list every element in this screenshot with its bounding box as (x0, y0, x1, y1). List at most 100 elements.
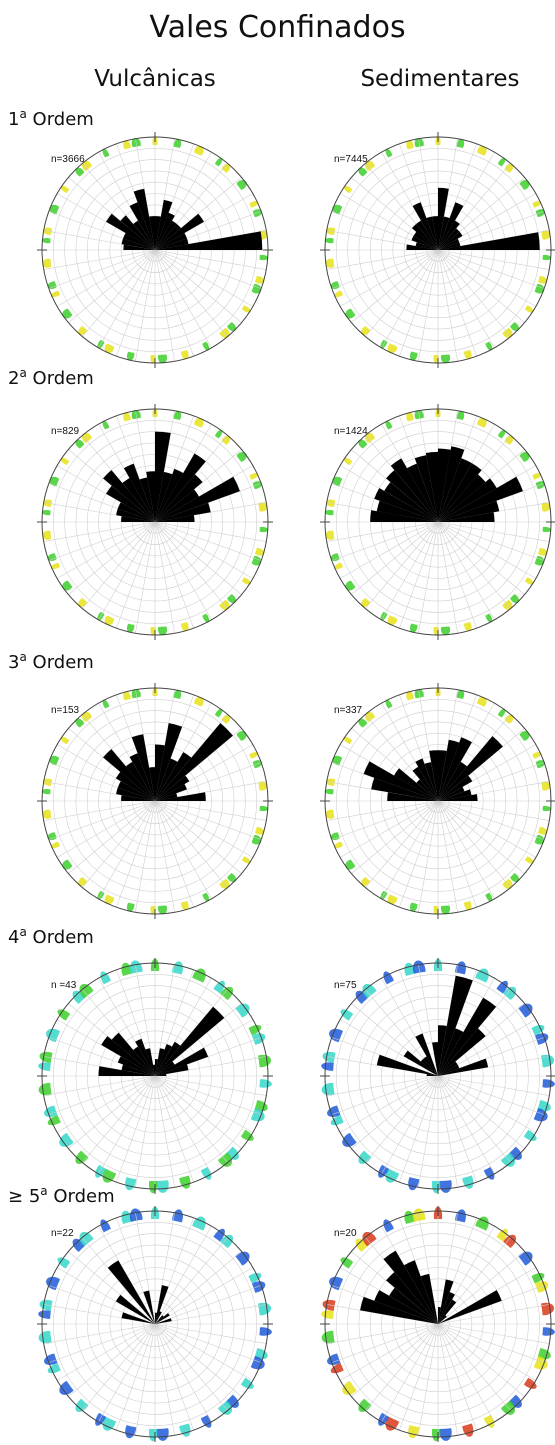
rose-petal (438, 463, 482, 522)
rose-petal (438, 775, 473, 801)
grid-spoke (351, 249, 439, 323)
grid-spoke (154, 1212, 175, 1325)
grid-spoke (437, 800, 545, 840)
grid-spoke (437, 1075, 525, 1149)
rose-petal (125, 761, 155, 801)
rose-petals (106, 188, 263, 250)
rose-petal (438, 1025, 447, 1076)
rose-chart-3-sedimentares: n=337 (320, 683, 555, 919)
grid-spoke (339, 800, 439, 858)
rose-petal (155, 1059, 158, 1076)
rose-petal (123, 233, 155, 250)
rose-petals (103, 723, 233, 801)
grid-spoke (82, 800, 156, 888)
rose-petal (438, 997, 497, 1076)
rose-chart-5-sedimentares: n=20 (320, 1206, 555, 1442)
grid-spoke (48, 521, 156, 561)
row-label-1: 1a Ordem (8, 107, 94, 130)
rose-petal (423, 1056, 438, 1076)
rose-petal (438, 1058, 489, 1076)
grid-spoke (48, 1075, 156, 1115)
grid-spoke (437, 1075, 477, 1183)
grid-spoke (82, 521, 156, 609)
rose-chart-4-sedimentares: n=75 (320, 958, 555, 1194)
rose-petal (438, 448, 451, 522)
rose-petal (103, 470, 155, 522)
rose-petal (155, 1048, 165, 1076)
grid-spoke (154, 521, 228, 609)
grid-spoke (351, 1075, 439, 1149)
grid-spoke (339, 249, 439, 307)
rose-chart-3-vulcanicas: n=153 (37, 683, 273, 919)
row-label-5: ≥ 5a Ordem (8, 1184, 115, 1207)
grid-spoke (154, 800, 194, 908)
rose-petal (438, 794, 478, 801)
grid-spoke (154, 800, 212, 900)
rose-chart-5-vulcanicas: n=22 (37, 1206, 273, 1442)
rose-petal (139, 477, 155, 522)
sample-count-label: n=20 (334, 1228, 357, 1239)
grid-spoke (135, 1323, 156, 1436)
rose-petal (376, 1054, 438, 1076)
grid-spoke (154, 1217, 194, 1325)
rose-petal (363, 761, 438, 801)
grid-spoke (154, 249, 194, 357)
sample-count-label: n=7445 (334, 154, 368, 165)
grid-spoke (154, 249, 242, 323)
grid-spoke (135, 1075, 156, 1188)
rose-petal (386, 470, 438, 522)
rose-petals (363, 736, 503, 801)
grid-spoke (331, 800, 439, 840)
grid-spoke (437, 249, 495, 349)
grid-spoke (437, 964, 458, 1077)
grid-spoke (437, 1075, 550, 1096)
rose-petal (155, 471, 173, 522)
grid-spoke (43, 1075, 156, 1096)
grid-spoke (56, 1075, 156, 1133)
density-blob (150, 352, 156, 364)
grid-spoke (154, 1323, 228, 1411)
density-blob (433, 624, 439, 636)
grid-spoke (399, 1323, 439, 1431)
grid-spoke (154, 521, 194, 629)
rose-petal (415, 242, 438, 250)
rose-petal (425, 451, 438, 522)
rose-petal (155, 199, 173, 250)
rose-petals (107, 1260, 172, 1324)
rose-petal (155, 758, 178, 801)
rose-chart-2-sedimentares: n=1424 (320, 404, 555, 640)
rose-petal (438, 1061, 458, 1076)
rose-petal (117, 1056, 155, 1076)
grid-spoke (82, 249, 156, 337)
rose-petals (360, 1250, 502, 1324)
grid-spoke (154, 249, 175, 362)
grid-spoke (154, 728, 242, 802)
rose-petal (386, 1272, 438, 1324)
grid-spoke (154, 1237, 228, 1325)
rose-petal (415, 758, 438, 801)
grid-spoke (154, 1323, 254, 1381)
density-blob (41, 237, 54, 244)
grid-spoke (365, 249, 439, 337)
grid-spoke (154, 1323, 212, 1423)
grid-spoke (48, 1323, 156, 1363)
grid-spoke (381, 800, 439, 900)
grid-spoke (98, 521, 156, 621)
rose-petal (438, 478, 497, 522)
grid-spoke (437, 800, 525, 874)
grid-spoke (154, 800, 242, 874)
rose-petal (155, 238, 189, 250)
rose-petal (115, 771, 155, 801)
rose-petal (374, 488, 438, 522)
grid-spoke (56, 249, 156, 307)
rose-petal (145, 1048, 155, 1076)
rose-petal (438, 737, 472, 801)
rose-petal (438, 1290, 502, 1324)
grid-spoke (437, 249, 511, 337)
rose-petals (103, 431, 240, 522)
rose-petal (383, 1250, 438, 1324)
rose-petal (155, 723, 183, 801)
rose-petal (438, 1315, 447, 1324)
rose-petals (406, 187, 540, 250)
grid-spoke (154, 1075, 228, 1163)
